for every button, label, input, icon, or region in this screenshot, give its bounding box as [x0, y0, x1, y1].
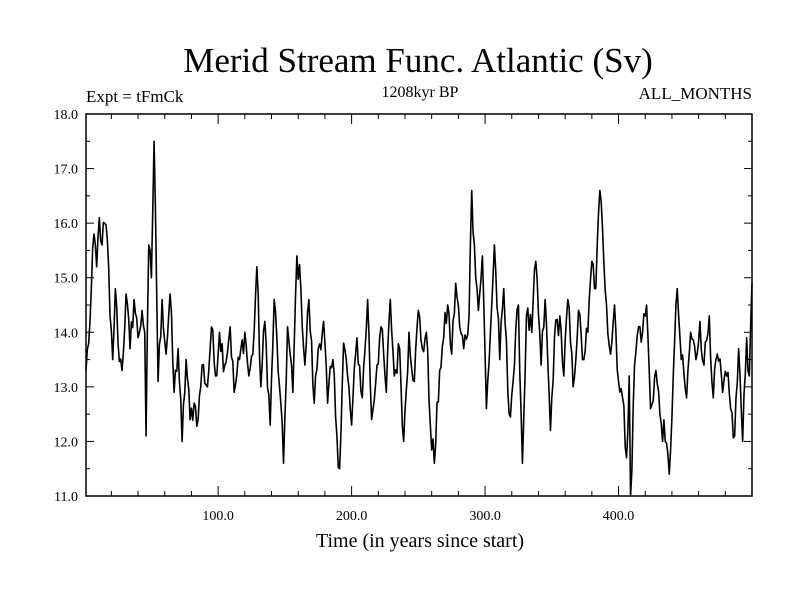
- y-axis: 11.0 12.0 13.0 14.0 15.0 16.0 17.0 18.0: [54, 108, 752, 505]
- months-label: ALL_MONTHS: [639, 84, 752, 103]
- experiment-label: Expt = tFmCk: [86, 87, 184, 106]
- x-tick-label: 300.0: [469, 509, 501, 524]
- x-tick-label: 400.0: [603, 509, 635, 524]
- x-tick-label: 200.0: [336, 509, 368, 524]
- y-tick-label: 11.0: [54, 490, 78, 505]
- x-tick-label: 100.0: [202, 509, 234, 524]
- x-axis-title: Time (in years since start): [316, 530, 524, 552]
- chart-title: Merid Stream Func. Atlantic (Sv): [183, 41, 653, 80]
- x-axis: 100.0 200.0 300.0 400.0: [110, 114, 726, 524]
- y-tick-label: 15.0: [54, 272, 79, 287]
- y-tick-label: 18.0: [54, 108, 79, 123]
- plot-frame: [85, 113, 753, 497]
- period-label: 1208kyr BP: [382, 84, 459, 101]
- y-tick-label: 12.0: [54, 435, 79, 450]
- series-line: [85, 140, 753, 497]
- y-tick-label: 16.0: [54, 217, 79, 232]
- y-tick-label: 14.0: [54, 326, 79, 341]
- y-tick-label: 17.0: [54, 163, 79, 178]
- y-tick-label: 13.0: [54, 381, 79, 396]
